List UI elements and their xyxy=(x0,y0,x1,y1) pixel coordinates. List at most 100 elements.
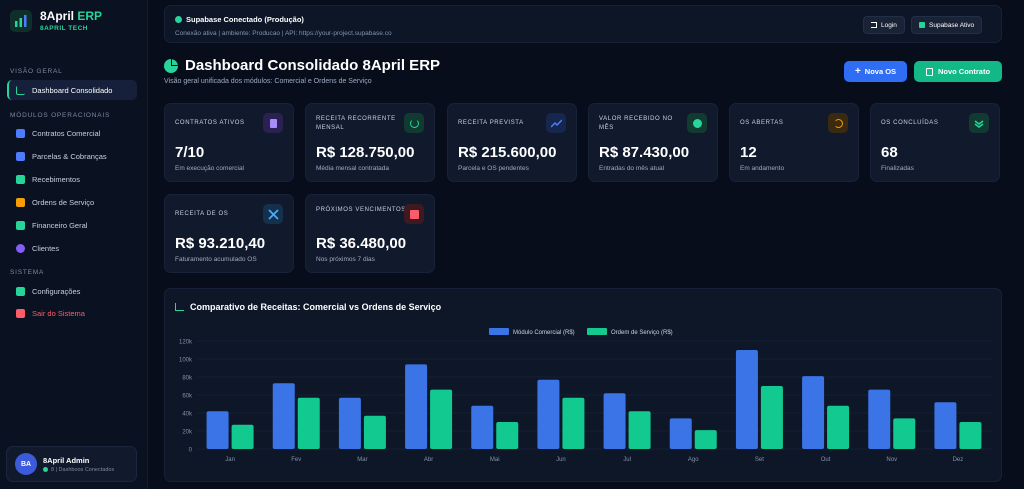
section-label-operational: MÓDULOS OPERACIONAIS xyxy=(10,112,111,119)
status-dot-icon xyxy=(43,467,48,472)
sidebar-item-ordens[interactable]: Ordens de Serviço xyxy=(7,192,137,212)
sidebar-item-contratos[interactable]: Contratos Comercial xyxy=(7,123,137,143)
kpi-value: 68 xyxy=(881,144,898,161)
money-hand-icon xyxy=(16,174,25,184)
supabase-active-button[interactable]: Supabase Ativo xyxy=(911,16,983,34)
chart-icon xyxy=(175,303,184,311)
x-tick-label: Jan xyxy=(225,457,235,463)
page-title: Dashboard Consolidado 8April ERP xyxy=(164,57,440,74)
chart-title-text: Comparativo de Receitas: Comercial vs Or… xyxy=(190,302,442,312)
x-tick-label: Jun xyxy=(556,457,566,463)
x-tick-label: Ago xyxy=(688,457,699,463)
y-tick-label: 20k xyxy=(182,430,193,436)
bar xyxy=(669,418,692,449)
kpi-card-contratos-ativos: CONTRATOS ATIVOS 7/10 Em execução comerc… xyxy=(164,103,294,182)
kpi-card-valor-recebido: VALOR RECEBIDO NO MÊS R$ 87.430,00 Entra… xyxy=(588,103,718,182)
legend-swatch xyxy=(489,328,509,335)
user-card[interactable]: BA 8April Admin 8 | Dashboos Conectados xyxy=(6,446,137,482)
bar xyxy=(430,389,453,449)
connection-banner: Supabase Conectado (Produção) Conexão at… xyxy=(164,5,1002,43)
plus-circle-icon xyxy=(687,113,707,133)
legend-label: Módulo Comercial (R$) xyxy=(513,330,575,336)
revenue-chart-panel: Comparativo de Receitas: Comercial vs Or… xyxy=(164,288,1002,482)
y-tick-label: 80k xyxy=(182,376,193,382)
kpi-value: R$ 215.600,00 xyxy=(458,144,557,161)
tools-icon xyxy=(263,204,283,224)
trend-icon xyxy=(546,113,566,133)
kpi-value: 7/10 xyxy=(175,144,205,161)
sidebar-item-label: Dashboard Consolidado xyxy=(32,85,113,95)
kpi-label: PRÓXIMOS VENCIMENTOS xyxy=(316,207,406,213)
kpi-label: OS ABERTAS xyxy=(740,120,784,126)
brand-logo-icon xyxy=(10,10,32,32)
sidebar-item-clientes[interactable]: Clientes xyxy=(7,238,137,258)
sidebar-item-label: Parcelas & Cobranças xyxy=(32,151,107,161)
sidebar-item-recebimentos[interactable]: Recebimentos xyxy=(7,169,137,189)
banner-subtitle: Conexão ativa | ambiente: Producao | API… xyxy=(175,30,392,37)
x-tick-label: Nov xyxy=(886,457,897,463)
avatar: BA xyxy=(15,453,37,475)
new-os-label: Nova OS xyxy=(864,67,897,76)
kpi-desc: Parcela e OS pendentes xyxy=(458,165,529,172)
bar xyxy=(868,389,891,449)
banner-title: Supabase Conectado (Produção) xyxy=(175,15,304,24)
bar xyxy=(562,397,585,449)
sidebar-item-label: Financeiro Geral xyxy=(32,220,88,230)
kpi-desc: Média mensal contratada xyxy=(316,165,389,172)
sliders-icon xyxy=(16,286,25,296)
kpi-desc: Finalizadas xyxy=(881,165,914,172)
kpi-card-receita-recorrente: RECEITA RECORRENTE MENSAL R$ 128.750,00 … xyxy=(305,103,435,182)
sidebar-item-dashboard[interactable]: Dashboard Consolidado xyxy=(7,80,137,100)
kpi-label: VALOR RECEBIDO NO MÊS xyxy=(599,116,673,131)
bar xyxy=(537,379,560,449)
bar xyxy=(231,424,254,449)
bar xyxy=(959,422,982,449)
user-status: 8 | Dashboos Conectados xyxy=(43,467,114,473)
bar xyxy=(496,422,519,449)
bar xyxy=(827,405,850,449)
kpi-label: RECEITA PREVISTA xyxy=(458,120,524,126)
brand[interactable]: 8April ERP 8APRIL TECH xyxy=(10,10,102,32)
section-label-general: VISÃO GERAL xyxy=(10,68,63,75)
bar xyxy=(338,397,361,449)
kpi-desc: Nos próximos 7 dias xyxy=(316,256,375,263)
bar xyxy=(694,430,717,449)
new-contract-button[interactable]: Novo Contrato xyxy=(914,61,1002,82)
logout-icon xyxy=(16,308,25,318)
sidebar-item-label: Configurações xyxy=(32,286,81,296)
bar xyxy=(297,397,320,449)
bar xyxy=(934,402,957,449)
legend-label: Ordem de Serviço (R$) xyxy=(611,330,673,336)
sidebar-item-configuracoes[interactable]: Configurações xyxy=(7,281,137,301)
chart-title: Comparativo de Receitas: Comercial vs Or… xyxy=(175,302,441,312)
x-tick-label: Set xyxy=(755,457,764,463)
refresh-icon xyxy=(404,113,424,133)
sidebar-item-financeiro[interactable]: Financeiro Geral xyxy=(7,215,137,235)
kpi-value: R$ 36.480,00 xyxy=(316,235,407,252)
user-status-text: 8 | Dashboos Conectados xyxy=(51,466,115,473)
kpi-value: R$ 128.750,00 xyxy=(316,144,415,161)
kpi-label: RECEITA DE OS xyxy=(175,211,229,217)
kpi-desc: Em execução comercial xyxy=(175,165,244,172)
login-button[interactable]: Login xyxy=(863,16,905,34)
bar xyxy=(272,383,295,449)
x-tick-label: Out xyxy=(821,457,831,463)
x-tick-label: Jul xyxy=(623,457,631,463)
sidebar-item-label: Contratos Comercial xyxy=(32,128,101,138)
x-tick-label: Dez xyxy=(953,457,964,463)
sidebar-item-parcelas[interactable]: Parcelas & Cobranças xyxy=(7,146,137,166)
users-icon xyxy=(16,243,25,253)
sidebar: 8April ERP 8APRIL TECH VISÃO GERAL Dashb… xyxy=(0,0,148,489)
history-icon xyxy=(828,113,848,133)
new-contract-label: Novo Contrato xyxy=(937,67,991,76)
kpi-card-os-concluidas: OS CONCLUÍDAS 68 Finalizadas xyxy=(870,103,1000,182)
kpi-card-receita-prevista: RECEITA PREVISTA R$ 215.600,00 Parcela e… xyxy=(447,103,577,182)
sidebar-item-logout[interactable]: Sair do Sistema xyxy=(7,303,137,323)
new-os-button[interactable]: + Nova OS xyxy=(844,61,907,82)
user-name: 8April Admin xyxy=(43,455,90,465)
kpi-desc: Entradas do mês atual xyxy=(599,165,665,172)
section-label-system: SISTEMA xyxy=(10,269,45,276)
bar xyxy=(760,386,783,449)
y-tick-label: 100k xyxy=(179,358,193,364)
kpi-value: R$ 87.430,00 xyxy=(599,144,690,161)
